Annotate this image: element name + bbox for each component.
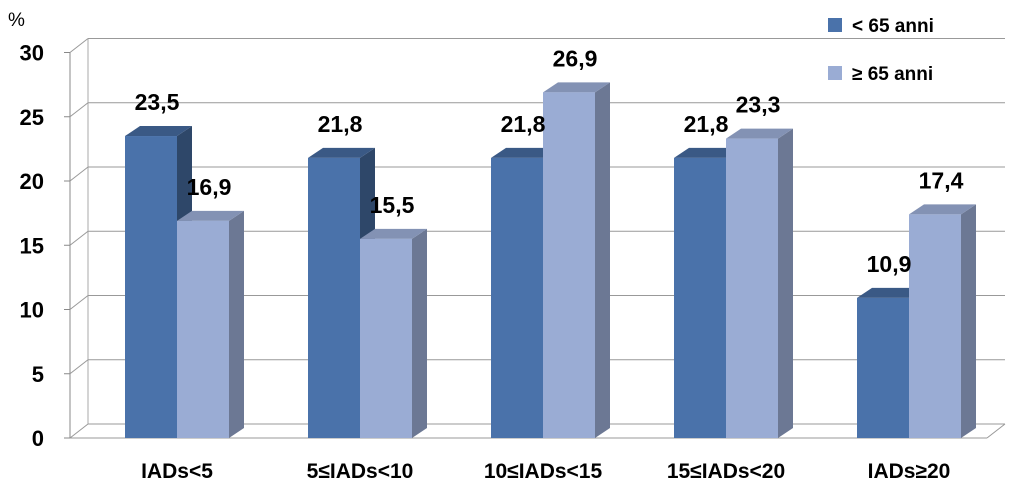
bar-over-65 [177,210,244,438]
y-tick-label: 30 [20,41,44,66]
bar-over-65 [543,82,610,439]
bar-over-65 [360,228,427,438]
bar-front [360,238,412,438]
legend-label: ≥ 65 anni [852,64,933,85]
gridline-diagonal [69,423,89,439]
bar-side [961,204,976,438]
bar-side [778,128,793,438]
y-axis-ticks: 0 5 10 15 20 25 30 [20,41,70,451]
bar-top [674,147,741,158]
floor-edge [986,423,1006,439]
x-tick-label: IADs<5 [141,460,213,483]
bar-front [543,92,595,439]
bar-front [491,157,543,438]
legend-swatch [828,66,842,80]
bar-over-65 [909,204,976,438]
bar-side [595,82,610,439]
y-tick-label: 15 [20,233,44,258]
gridline-diagonal [69,38,89,53]
data-label: 17,4 [919,167,964,193]
y-tick-label: 25 [20,105,44,130]
y-axis-unit: % [8,10,25,31]
data-label: 21,8 [318,111,363,137]
bar-front [125,136,177,438]
bar-top [360,228,427,239]
bar-side [412,228,427,438]
y-tick-label: 10 [20,298,44,323]
x-tick-label: 10≤IADs<15 [484,460,603,483]
bar-top [125,126,192,137]
legend-label: < 65 anni [852,16,934,37]
y-tick-label: 20 [20,169,44,194]
bar-side [229,210,244,438]
gridline-diagonal [69,166,89,182]
bar-front [909,214,961,438]
bar-top [543,82,610,93]
bar-over-65 [726,128,793,438]
legend-item: < 65 anni [828,16,934,37]
gridline-diagonal [69,230,89,246]
bar-top [491,147,558,158]
bar-under-65 [308,147,375,438]
x-tick-label: 15≤IADs<20 [667,460,785,483]
category-labels: IADs<5 5≤IADs<10 10≤IADs<15 15≤IADs<20 IADs≥… [141,460,950,483]
data-label: 23,3 [736,92,781,118]
data-label: 10,9 [867,251,912,277]
bar-front [308,157,360,438]
bars [125,82,976,439]
bar-top [308,147,375,158]
y-tick-label: 0 [32,426,44,451]
legend: < 65 anni ≥ 65 anni [828,16,934,85]
gridline-diagonal [69,359,89,375]
data-label: 15,5 [370,192,415,218]
x-tick-label: 5≤IADs<10 [307,460,414,483]
legend-item: ≥ 65 anni [828,64,933,85]
y-tick-label: 5 [32,362,44,387]
bar-front [674,157,726,438]
legend-swatch [828,18,842,32]
data-label: 23,5 [135,89,180,115]
gridline-diagonal [69,295,89,310]
bar-front [857,297,909,438]
data-label: 16,9 [187,174,232,200]
bar-front [726,138,778,438]
data-labels: 23,5 16,9 21,8 15,5 21,8 26,9 21,8 23,3 10,9 17,4 [135,45,964,277]
data-label: 21,8 [501,111,546,137]
bar-top [857,287,924,298]
x-tick-label: IADs≥20 [868,460,951,483]
data-label: 21,8 [684,111,729,137]
data-label: 26,9 [553,45,598,71]
bar-top [909,204,976,215]
bar-front [177,220,229,438]
gridline-diagonal [69,102,89,118]
bar-top [726,128,793,139]
bar-top [177,210,244,221]
